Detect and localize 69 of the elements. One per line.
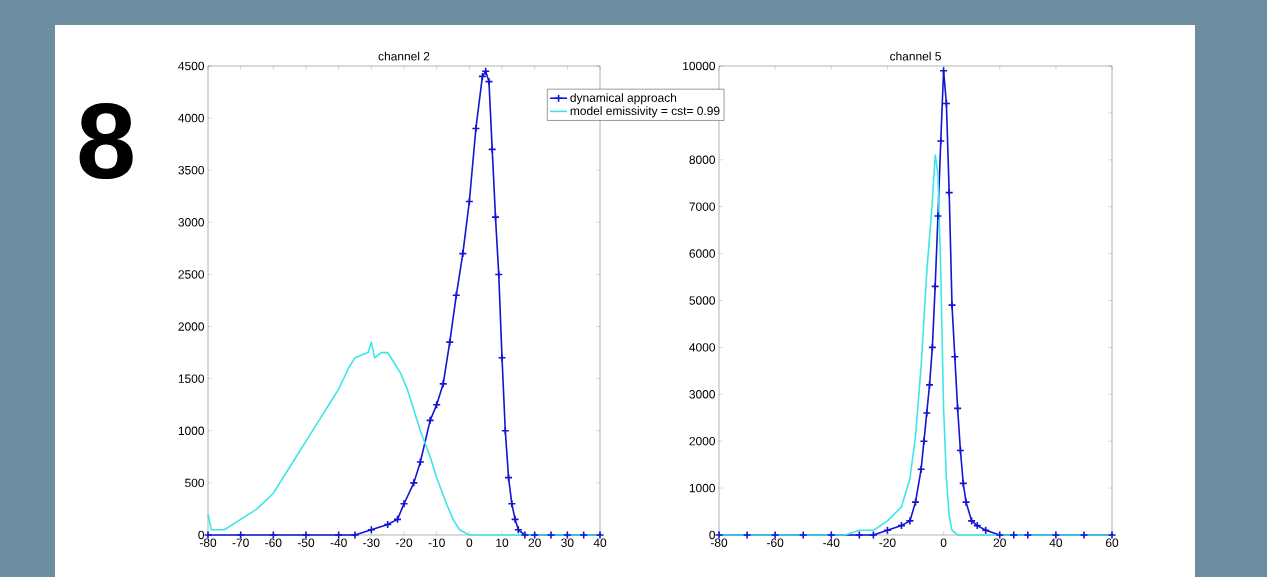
x-tick-label: -50 bbox=[297, 538, 315, 547]
y-tick-label: 3500 bbox=[178, 165, 205, 175]
point bbox=[438, 379, 448, 389]
point bbox=[922, 408, 932, 418]
x-tick-label: 20 bbox=[528, 538, 541, 547]
point bbox=[350, 530, 360, 540]
point bbox=[507, 499, 517, 509]
point bbox=[500, 426, 510, 436]
point bbox=[546, 530, 556, 540]
point bbox=[905, 516, 915, 526]
x-tick-label: 0 bbox=[940, 538, 947, 547]
y-tick-label: 10000 bbox=[683, 61, 716, 71]
y-tick-label: 0 bbox=[198, 530, 205, 540]
point bbox=[445, 337, 455, 347]
x-tick-label: 0 bbox=[466, 538, 473, 547]
y-tick-label: 6000 bbox=[689, 249, 716, 258]
x-tick-label: -80 bbox=[710, 538, 728, 547]
y-tick-label: 0 bbox=[709, 530, 716, 540]
y-tick-label: 4500 bbox=[178, 61, 205, 71]
y-tick-label: 7000 bbox=[689, 202, 716, 211]
chart-title: channel 2 bbox=[378, 51, 430, 61]
point bbox=[497, 353, 507, 363]
y-tick-label: 3000 bbox=[178, 218, 205, 227]
y-tick-label: 5000 bbox=[689, 296, 716, 305]
x-tick-label: -80 bbox=[199, 538, 217, 547]
point bbox=[399, 499, 409, 509]
x-tick-label: -40 bbox=[823, 538, 840, 547]
x-tick-label: -40 bbox=[330, 538, 347, 547]
point bbox=[936, 136, 946, 146]
x-tick-label: 40 bbox=[593, 538, 607, 547]
point bbox=[933, 211, 943, 221]
x-tick-label: 60 bbox=[1105, 538, 1119, 547]
x-tick-label: -30 bbox=[363, 538, 380, 547]
x-tick-label: -20 bbox=[879, 538, 896, 547]
y-tick-label: 4000 bbox=[178, 113, 205, 123]
y-tick-label: 1500 bbox=[178, 374, 205, 383]
point bbox=[919, 436, 929, 446]
text: 8 bbox=[79, 102, 133, 180]
point bbox=[798, 530, 808, 540]
point bbox=[742, 530, 752, 540]
point bbox=[1079, 530, 1089, 540]
x-tick-label: -10 bbox=[428, 538, 445, 547]
x-tick-label: -60 bbox=[265, 538, 282, 547]
point bbox=[947, 300, 957, 310]
chart-title: channel 5 bbox=[890, 51, 941, 61]
x-tick-label: 10 bbox=[496, 538, 509, 547]
x-tick-label: 40 bbox=[1049, 538, 1063, 547]
point bbox=[1023, 530, 1033, 540]
y-tick-label: 500 bbox=[185, 478, 205, 488]
y-tick-label: 2000 bbox=[178, 322, 205, 331]
y-tick-label: 3000 bbox=[689, 390, 716, 399]
x-tick-label: -60 bbox=[767, 538, 784, 547]
y-tick-label: 2500 bbox=[178, 270, 205, 279]
y-tick-label: 1000 bbox=[178, 426, 205, 435]
y-tick-label: 8000 bbox=[689, 155, 716, 165]
y-tick-label: 1000 bbox=[689, 483, 716, 493]
legend-label: model emissivity = cst= 0.99 bbox=[570, 106, 720, 118]
x-tick-label: -70 bbox=[232, 538, 249, 547]
point bbox=[409, 478, 419, 488]
x-tick-label: 20 bbox=[993, 538, 1006, 547]
y-tick-label: 2000 bbox=[689, 436, 716, 446]
x-tick-label: -20 bbox=[395, 538, 413, 547]
point bbox=[961, 497, 971, 507]
point bbox=[950, 352, 960, 362]
point bbox=[451, 290, 461, 300]
point bbox=[1009, 530, 1019, 540]
x-tick-label: 30 bbox=[561, 538, 574, 547]
legend-label: dynamical approach bbox=[570, 93, 677, 105]
y-tick-label: 4000 bbox=[689, 343, 716, 352]
